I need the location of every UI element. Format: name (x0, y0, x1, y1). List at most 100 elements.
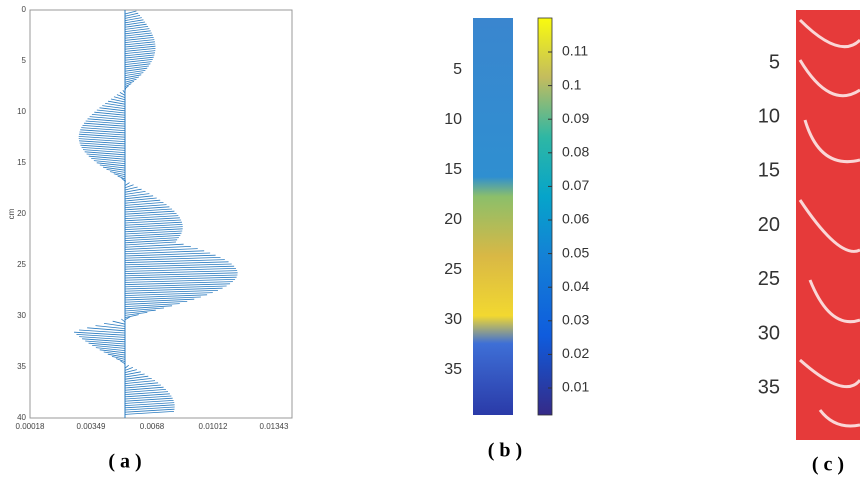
vector (124, 406, 175, 411)
vector (124, 206, 170, 211)
vector (124, 67, 148, 72)
vector (124, 243, 184, 248)
vector-field (74, 10, 238, 415)
caption: ( c ) (812, 454, 844, 476)
vector (124, 261, 229, 266)
vector (124, 248, 198, 252)
colorbar-tick-label: 0.02 (562, 345, 589, 361)
vector (79, 140, 126, 145)
vector (124, 226, 183, 230)
vector (124, 283, 231, 288)
vector (124, 384, 161, 389)
vector (124, 268, 236, 272)
panel-c: 5 10 15 20 25 30 35 ( c ) (758, 10, 860, 476)
vector (124, 70, 146, 74)
vector (124, 224, 183, 228)
vector (124, 402, 175, 406)
vector (124, 252, 211, 257)
vector (124, 65, 149, 70)
caption: ( b ) (488, 440, 522, 462)
vector (124, 83, 132, 87)
vector (124, 219, 182, 224)
vector (124, 195, 154, 200)
vector (124, 250, 205, 255)
vector (124, 26, 149, 30)
vector (124, 72, 144, 76)
vector (124, 290, 218, 294)
vector (124, 296, 201, 301)
vector (95, 347, 126, 351)
vector (124, 307, 165, 312)
vector (124, 397, 173, 402)
panel-a: 0 5 10 15 20 25 30 35 400.00018 0.00349 0.0068 0.01… (7, 5, 293, 473)
vector (85, 340, 126, 345)
vector (78, 133, 126, 138)
y-tick-label: 20 (758, 214, 780, 236)
vector (124, 389, 166, 393)
y-tick-label: 35 (444, 361, 462, 378)
vector (124, 34, 153, 39)
vector (112, 320, 126, 325)
vector (124, 230, 183, 235)
vector (124, 74, 142, 79)
vector (124, 274, 238, 279)
vector (78, 136, 126, 140)
vector (82, 149, 126, 153)
x-tick-label: 0.00349 (77, 422, 106, 431)
vector (107, 353, 126, 358)
vector (81, 127, 126, 131)
vector (99, 349, 126, 354)
vector (124, 204, 167, 208)
vector (79, 329, 126, 334)
vector (88, 155, 126, 160)
colorbar-tick-label: 0.06 (562, 211, 589, 227)
colorbar-tick-label: 0.04 (562, 278, 589, 294)
vector (79, 131, 126, 136)
vector (124, 382, 159, 387)
vector (124, 232, 182, 237)
x-tick-label: 0.0068 (140, 422, 165, 431)
caption: ( a ) (108, 451, 141, 473)
y-tick-label: 10 (17, 107, 26, 116)
vector (124, 369, 137, 373)
vector (124, 81, 135, 85)
vector (89, 116, 126, 120)
colorbar-tick-label: 0.03 (562, 312, 589, 328)
vector (124, 50, 156, 54)
vector (124, 19, 144, 24)
vector (124, 292, 213, 296)
vector (124, 197, 157, 202)
vector (113, 173, 126, 178)
strip-image (473, 18, 513, 415)
vector (124, 411, 175, 415)
vector (117, 175, 126, 180)
y-tick-label: 10 (758, 105, 780, 127)
colorbar-tick-label: 0.08 (562, 144, 589, 160)
vector (105, 103, 126, 107)
vector (124, 23, 147, 28)
vector (124, 309, 156, 314)
vector (124, 32, 152, 37)
vector (124, 298, 195, 303)
vector (91, 114, 126, 118)
vector (124, 191, 146, 195)
vector (88, 342, 126, 347)
vector (83, 122, 126, 127)
vector (124, 378, 152, 382)
vector (124, 373, 145, 378)
vector (124, 276, 237, 281)
vector (124, 87, 127, 92)
vector (124, 193, 150, 197)
y-tick-label: 15 (17, 158, 26, 167)
vector (124, 239, 178, 244)
vector (124, 28, 150, 32)
y-axis-label: cm (7, 208, 16, 219)
y-tick-label: 5 (769, 51, 780, 73)
y-tick-label: 40 (17, 413, 26, 422)
vector (124, 228, 183, 233)
y-tick-label: 20 (444, 211, 462, 228)
colorbar-tick-label: 0.01 (562, 379, 589, 395)
vector (121, 318, 126, 323)
vector (79, 336, 126, 340)
